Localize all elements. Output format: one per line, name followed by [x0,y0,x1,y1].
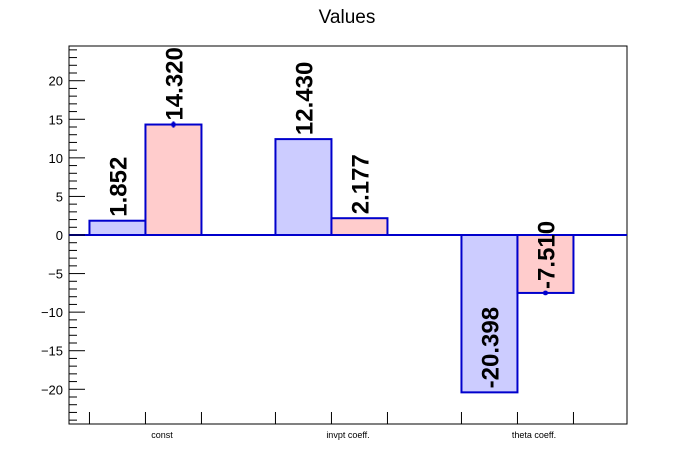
error-marker [543,290,548,295]
data-value-label: -20.398 [477,307,504,388]
bar [144,123,203,236]
data-value-label: 12.430 [291,62,318,135]
y-tick-label: 15 [49,112,63,127]
chart-title: Values [319,7,376,28]
y-tick-label: −10 [41,305,63,320]
bars [69,121,627,394]
axes: −20 −15 −10 −5 0 5 10 15 20 const invpt coeff. thet… [41,49,574,440]
bar [274,138,333,237]
data-value-label: 1.852 [105,157,132,217]
y-tick-label: 5 [56,189,63,204]
y-tick-label: −20 [41,382,63,397]
x-category-label: theta coeff. [512,430,556,440]
error-marker [171,122,176,127]
data-value-label: 2.177 [347,154,374,214]
bar [516,234,575,294]
x-category-label: const [151,430,173,440]
data-value-label: 14.320 [161,47,188,120]
y-tick-label: 0 [56,228,63,243]
y-tick-label: 20 [49,74,63,89]
bar [330,217,389,236]
value-labels: 1.852 12.430 -20.398 14.320 2.177 -7.510 [105,47,560,388]
x-category-label: invpt coeff. [326,430,369,440]
y-tick-label: −15 [41,344,63,359]
bar [88,219,147,237]
data-value-label: -7.510 [533,221,560,289]
y-tick-label: 10 [49,151,63,166]
y-tick-label: −5 [48,267,63,282]
